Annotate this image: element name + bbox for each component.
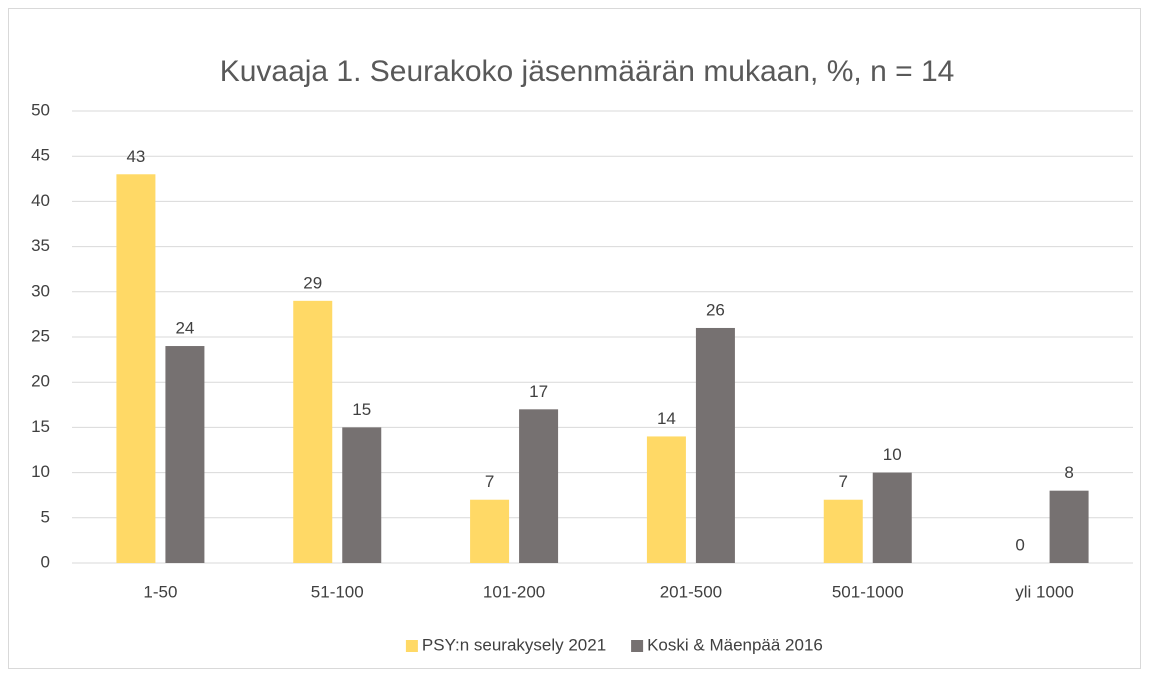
y-tick-label: 20	[31, 372, 50, 391]
bar	[646, 436, 686, 563]
y-tick-label: 30	[31, 281, 50, 300]
x-tick-label: 501-1000	[832, 582, 904, 601]
bar	[695, 327, 735, 563]
data-label: 0	[1015, 535, 1024, 554]
data-label: 7	[485, 472, 494, 491]
bar	[519, 409, 559, 563]
chart-frame	[8, 8, 1141, 669]
bar	[342, 427, 382, 563]
y-tick-label: 50	[31, 100, 50, 119]
x-tick-label: 1-50	[143, 582, 177, 601]
y-tick-label: 15	[31, 417, 50, 436]
legend-swatch	[631, 640, 644, 652]
y-tick-label: 0	[41, 552, 50, 571]
bar	[823, 499, 863, 563]
data-label: 15	[352, 400, 371, 419]
legend-swatch	[405, 640, 418, 652]
data-label: 8	[1064, 463, 1073, 482]
x-tick-label: 51-100	[311, 582, 364, 601]
data-label: 7	[839, 472, 848, 491]
bar	[470, 499, 510, 563]
x-tick-label: 101-200	[483, 582, 545, 601]
chart-title: Kuvaaja 1. Seurakoko jäsenmäärän mukaan,…	[220, 55, 955, 88]
legend-label: PSY:n seurakysely 2021	[422, 635, 606, 654]
bar	[872, 472, 912, 563]
y-tick-label: 5	[41, 507, 50, 526]
data-label: 14	[657, 409, 676, 428]
y-tick-label: 25	[31, 326, 50, 345]
data-label: 26	[706, 300, 725, 319]
x-tick-label: yli 1000	[1015, 582, 1074, 601]
data-label: 17	[529, 382, 548, 401]
y-tick-label: 45	[31, 146, 50, 165]
bar	[293, 300, 333, 563]
y-tick-label: 35	[31, 236, 50, 255]
bar	[1049, 490, 1089, 563]
data-label: 24	[175, 319, 194, 338]
data-label: 10	[883, 445, 902, 464]
x-tick-label: 201-500	[660, 582, 722, 601]
bar	[165, 346, 205, 563]
data-label: 29	[303, 273, 322, 292]
legend-label: Koski & Mäenpää 2016	[647, 635, 823, 654]
bar	[116, 174, 156, 563]
y-tick-label: 10	[31, 462, 50, 481]
y-tick-label: 40	[31, 191, 50, 210]
data-label: 43	[126, 147, 145, 166]
